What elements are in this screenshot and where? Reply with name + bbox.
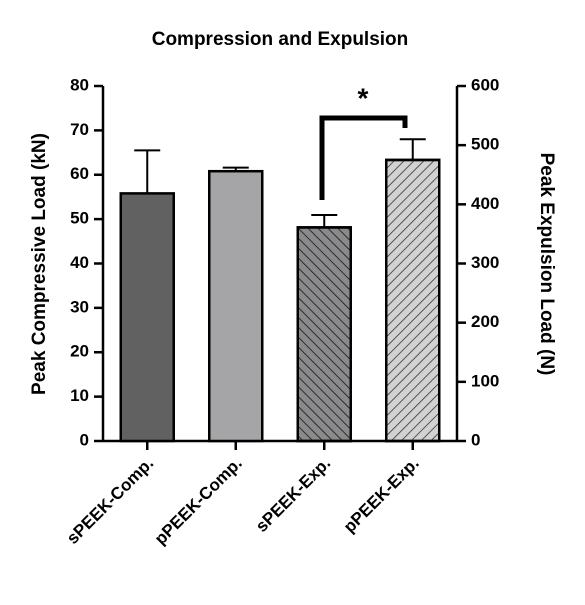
- y-tick-label: 60: [70, 164, 89, 183]
- y2-axis-label: Peak Expulsion Load (N): [536, 153, 557, 376]
- y2-tick-label: 400: [471, 194, 499, 213]
- y2-tick-label: 0: [471, 430, 480, 449]
- bar: [119, 192, 175, 443]
- x-tick-label: pPEEK-Exp.: [340, 454, 423, 537]
- y-tick-label: 0: [80, 430, 89, 449]
- chart-title: Compression and Expulsion: [152, 29, 409, 50]
- y2-tick-label: 300: [471, 253, 499, 272]
- y2-tick-label: 100: [471, 371, 499, 390]
- significance-bracket: [319, 115, 408, 200]
- significance-star: *: [358, 82, 369, 113]
- y-tick-label: 10: [70, 386, 89, 405]
- x-tick-label: sPEEK-Comp.: [63, 454, 157, 548]
- y-tick-label: 70: [70, 120, 89, 139]
- y-tick-label: 20: [70, 342, 89, 361]
- y-tick-label: 50: [70, 209, 89, 228]
- bar: [208, 169, 264, 443]
- x-tick-label: pPEEK-Comp.: [151, 454, 246, 549]
- y2-tick-label: 200: [471, 312, 499, 331]
- y-tick-label: 40: [70, 253, 89, 272]
- bar-hatch: [385, 158, 441, 443]
- y-axis-label: Peak Compressive Load (kN): [29, 133, 50, 395]
- y2-tick-label: 500: [471, 135, 499, 154]
- y-tick-label: 30: [70, 297, 89, 316]
- y2-tick-label: 600: [471, 75, 499, 94]
- x-tick-label: sPEEK-Exp.: [252, 454, 334, 536]
- y-tick-label: 80: [70, 75, 89, 94]
- bar-hatch: [296, 226, 352, 443]
